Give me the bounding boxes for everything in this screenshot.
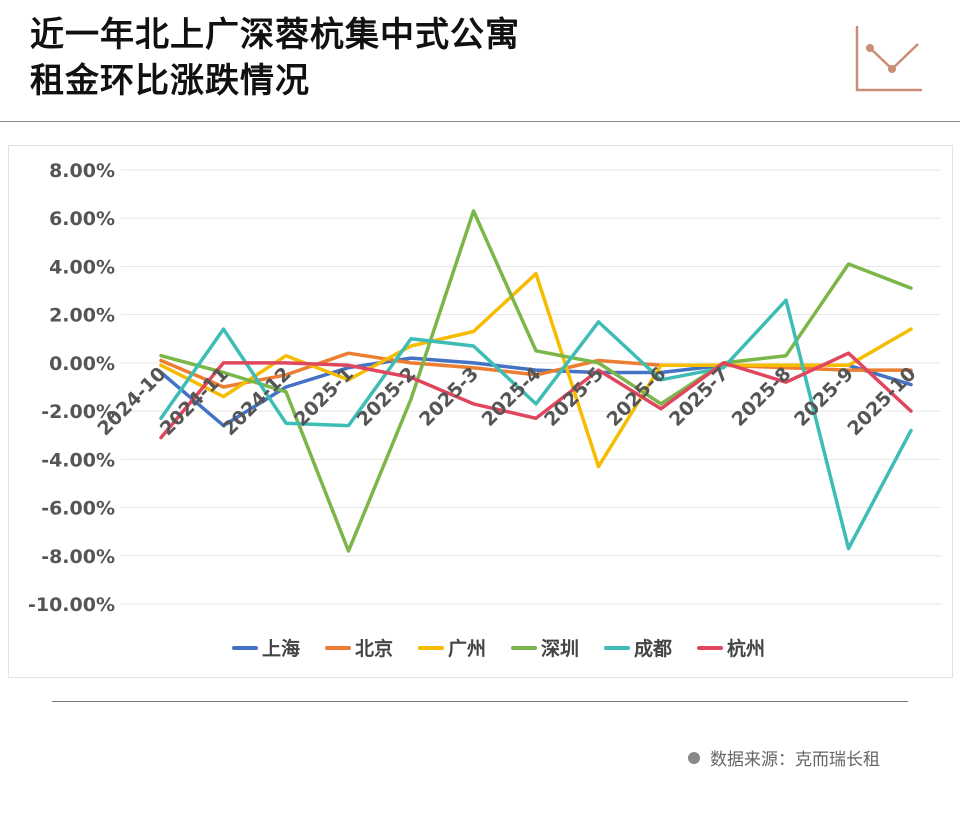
y-tick-label: -4.00% <box>41 449 115 471</box>
page-title: 近一年北上广深蓉杭集中式公寓 租金环比涨跌情况 <box>30 12 730 104</box>
source-text: 数据来源：克而瑞长租 <box>710 750 880 770</box>
y-tick-label: -10.00% <box>28 594 115 616</box>
series-line-成都 <box>159 298 913 551</box>
y-tick-label: 2.00% <box>49 305 115 327</box>
title-line-2: 租金环比涨跌情况 <box>30 61 310 101</box>
x-tick-label: 2025-3 <box>415 363 483 431</box>
y-tick-label: 8.00% <box>49 160 115 182</box>
source-note: 数据来源：克而瑞长租 <box>688 745 880 770</box>
line-chart: 8.00% 6.00% 4.00% 2.00% 0.00% -2.00% -4.00% -6.… <box>28 160 941 660</box>
y-tick-label: 0.00% <box>49 353 115 375</box>
line-chart-icon <box>855 26 922 92</box>
footer-divider <box>52 701 908 702</box>
series-line-北京 <box>159 351 913 389</box>
bullet-dot <box>688 751 700 764</box>
legend-label: 深圳 <box>541 637 579 660</box>
title-line-1: 近一年北上广深蓉杭集中式公寓 <box>30 15 520 55</box>
series-line-广州 <box>159 271 913 469</box>
y-tick-label: -8.00% <box>41 546 115 568</box>
legend-label: 北京 <box>355 637 393 660</box>
header-divider <box>0 121 960 122</box>
legend-label: 上海 <box>262 637 300 660</box>
series-line-深圳 <box>159 209 913 553</box>
chart-frame: 8.00% 6.00% 4.00% 2.00% 0.00% -2.00% -4.00% -6.… <box>8 145 953 678</box>
legend-label: 杭州 <box>727 637 765 660</box>
legend-label: 成都 <box>634 637 672 660</box>
y-tick-label: -2.00% <box>41 401 115 423</box>
y-tick-label: -6.00% <box>41 498 115 520</box>
legend-label: 广州 <box>448 637 486 660</box>
series-line-杭州 <box>159 351 913 440</box>
y-tick-label: 6.00% <box>49 208 115 230</box>
y-tick-label: 4.00% <box>49 256 115 278</box>
x-tick-label: 2025-1 <box>290 363 358 431</box>
